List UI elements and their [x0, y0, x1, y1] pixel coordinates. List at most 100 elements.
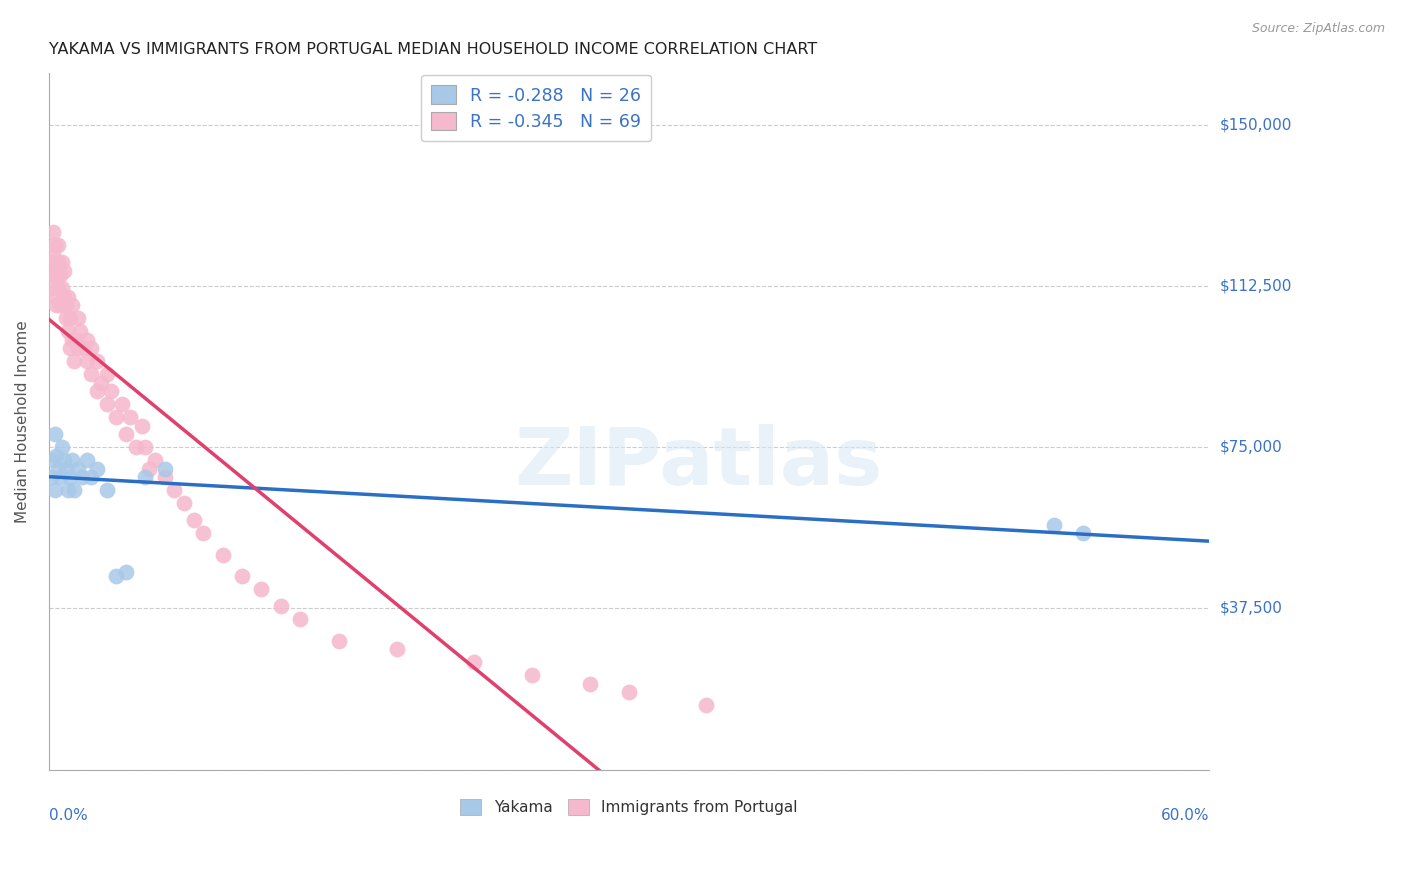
- Point: [100, 384, 122, 399]
- Point: [51, 281, 73, 295]
- Point: [211, 548, 233, 562]
- Point: [44, 255, 66, 269]
- Point: [56, 290, 79, 304]
- Point: [96, 397, 118, 411]
- Point: [250, 582, 273, 596]
- Point: [90, 376, 112, 390]
- Point: [1073, 526, 1095, 541]
- Point: [41, 225, 63, 239]
- Point: [105, 569, 128, 583]
- Point: [66, 461, 89, 475]
- Point: [39, 470, 62, 484]
- Point: [59, 341, 82, 355]
- Point: [617, 685, 640, 699]
- Point: [70, 470, 93, 484]
- Point: [134, 470, 156, 484]
- Text: ZIPatlas: ZIPatlas: [515, 425, 883, 502]
- Point: [48, 255, 70, 269]
- Point: [59, 470, 82, 484]
- Point: [63, 354, 86, 368]
- Text: $37,500: $37,500: [1220, 601, 1284, 615]
- Point: [55, 298, 77, 312]
- Point: [579, 676, 602, 690]
- Point: [60, 298, 83, 312]
- Point: [44, 427, 66, 442]
- Point: [522, 668, 544, 682]
- Point: [45, 298, 67, 312]
- Point: [80, 367, 103, 381]
- Point: [76, 333, 98, 347]
- Point: [41, 268, 63, 283]
- Point: [49, 298, 72, 312]
- Point: [44, 290, 66, 304]
- Point: [134, 440, 156, 454]
- Text: $150,000: $150,000: [1220, 117, 1292, 132]
- Text: Source: ZipAtlas.com: Source: ZipAtlas.com: [1251, 22, 1385, 36]
- Point: [115, 427, 138, 442]
- Point: [41, 246, 63, 260]
- Point: [65, 333, 87, 347]
- Point: [53, 453, 76, 467]
- Legend: Yakama, Immigrants from Portugal: Yakama, Immigrants from Portugal: [454, 793, 804, 822]
- Point: [125, 440, 148, 454]
- Point: [49, 470, 72, 484]
- Point: [288, 612, 311, 626]
- Point: [131, 418, 153, 433]
- Point: [115, 565, 138, 579]
- Point: [44, 238, 66, 252]
- Text: YAKAMA VS IMMIGRANTS FROM PORTUGAL MEDIAN HOUSEHOLD INCOME CORRELATION CHART: YAKAMA VS IMMIGRANTS FROM PORTUGAL MEDIA…: [49, 42, 817, 57]
- Point: [80, 470, 103, 484]
- Point: [463, 655, 485, 669]
- Point: [76, 453, 98, 467]
- Point: [183, 513, 205, 527]
- Point: [39, 255, 62, 269]
- Point: [96, 367, 118, 381]
- Point: [53, 290, 76, 304]
- Point: [193, 526, 215, 541]
- Point: [86, 384, 108, 399]
- Point: [55, 461, 77, 475]
- Point: [66, 341, 89, 355]
- Point: [69, 324, 91, 338]
- Point: [56, 483, 79, 498]
- Point: [49, 268, 72, 283]
- Point: [153, 470, 176, 484]
- Text: 0.0%: 0.0%: [49, 808, 87, 823]
- Point: [41, 453, 63, 467]
- Point: [86, 461, 108, 475]
- Point: [60, 453, 83, 467]
- Point: [59, 311, 82, 326]
- Point: [48, 238, 70, 252]
- Point: [105, 410, 128, 425]
- Point: [138, 461, 160, 475]
- Text: $75,000: $75,000: [1220, 440, 1282, 455]
- Point: [45, 268, 67, 283]
- Point: [153, 461, 176, 475]
- Point: [76, 354, 98, 368]
- Point: [72, 341, 94, 355]
- Point: [45, 449, 67, 463]
- Point: [1043, 517, 1066, 532]
- Point: [173, 496, 195, 510]
- Point: [143, 453, 166, 467]
- Point: [111, 397, 134, 411]
- Point: [55, 311, 77, 326]
- Point: [66, 311, 89, 326]
- Text: $112,500: $112,500: [1220, 278, 1292, 293]
- Point: [51, 440, 73, 454]
- Point: [385, 642, 408, 657]
- Point: [118, 410, 141, 425]
- Point: [86, 354, 108, 368]
- Point: [39, 281, 62, 295]
- Point: [80, 341, 103, 355]
- Y-axis label: Median Household Income: Median Household Income: [15, 320, 30, 523]
- Point: [328, 633, 350, 648]
- Point: [63, 483, 86, 498]
- Point: [60, 333, 83, 347]
- Point: [270, 599, 292, 614]
- Point: [695, 698, 717, 712]
- Point: [48, 461, 70, 475]
- Point: [231, 569, 253, 583]
- Point: [56, 324, 79, 338]
- Text: 60.0%: 60.0%: [1160, 808, 1209, 823]
